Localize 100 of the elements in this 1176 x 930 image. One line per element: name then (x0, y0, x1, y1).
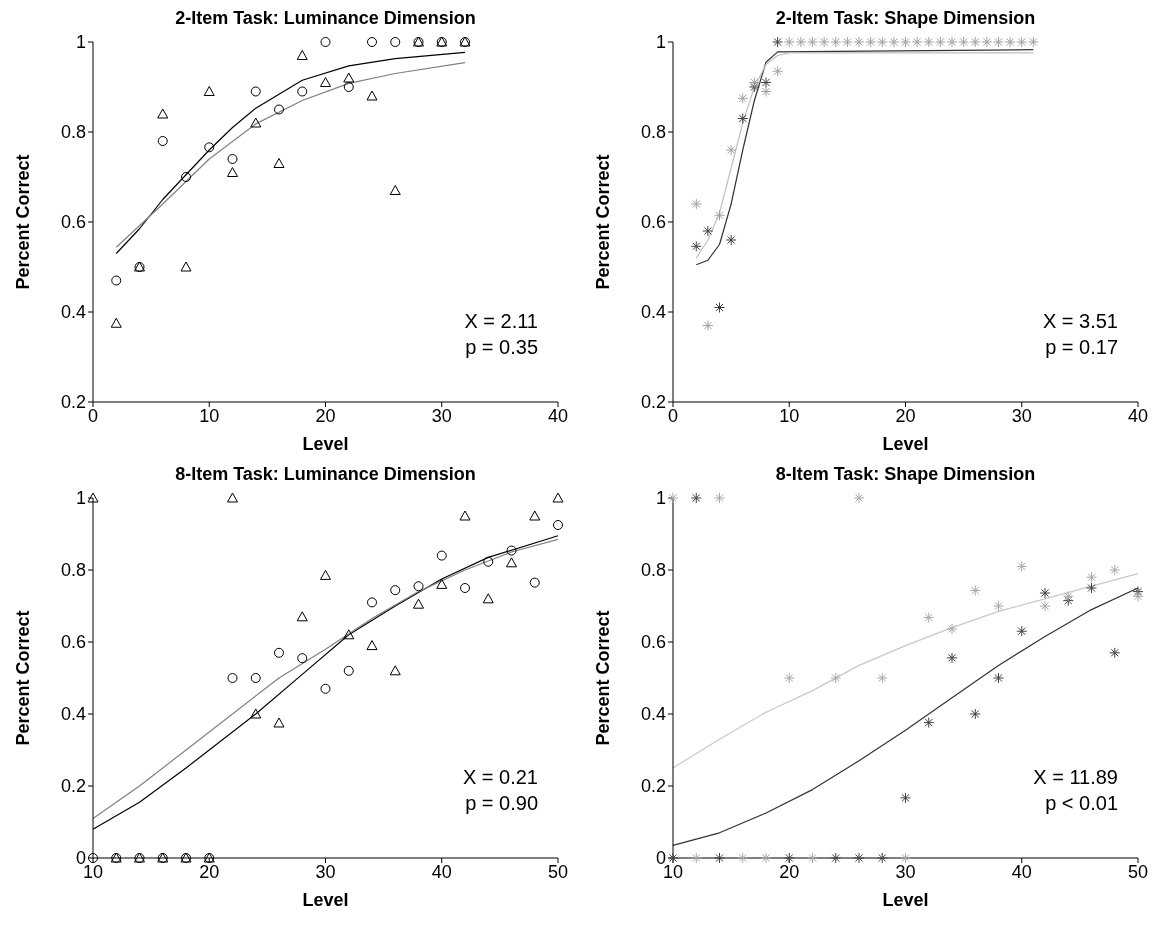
point (250, 708, 262, 719)
y-tick-label: 0.2 (640, 776, 666, 797)
point (888, 36, 900, 48)
point (296, 50, 308, 60)
point (436, 578, 448, 589)
x-tick-label: 30 (895, 861, 916, 882)
point (320, 37, 331, 47)
point (818, 36, 830, 48)
point (390, 37, 401, 47)
point (227, 154, 238, 164)
y-tick-label: 1 (75, 488, 86, 509)
point (1132, 590, 1144, 602)
x-tick-label: 30 (431, 405, 452, 426)
y-tick-label: 0.8 (640, 122, 666, 143)
point (181, 172, 191, 182)
y-tick-label: 0.6 (640, 212, 666, 233)
point (482, 593, 494, 604)
point (969, 585, 981, 597)
point (853, 492, 865, 504)
point (667, 852, 679, 864)
point (981, 36, 993, 48)
point (923, 36, 935, 48)
chart-title: 8-Item Task: Luminance Dimension (174, 464, 477, 486)
point (807, 852, 818, 864)
annotation: p < 0.01 (1044, 791, 1118, 816)
point (1027, 36, 1039, 48)
point (203, 86, 215, 96)
point (1016, 560, 1028, 572)
point (725, 144, 737, 156)
point (969, 36, 981, 48)
point (830, 672, 842, 684)
point (737, 852, 749, 864)
point (725, 234, 737, 246)
point (714, 852, 725, 864)
y-tick-label: 0.6 (640, 632, 666, 653)
point (460, 583, 470, 593)
point (389, 665, 401, 676)
point (389, 185, 401, 195)
point (157, 108, 169, 119)
point (830, 852, 842, 864)
point (506, 545, 517, 556)
y-tick-label: 0.2 (60, 776, 86, 797)
point (343, 629, 355, 640)
point (274, 647, 284, 658)
point (529, 577, 540, 588)
point (110, 317, 122, 328)
point (830, 36, 842, 48)
annotation: X = 11.89 (1033, 765, 1118, 790)
point (923, 717, 935, 729)
x-axis-title: Level (302, 434, 349, 454)
point (367, 597, 377, 608)
y-tick-label: 1 (655, 32, 666, 53)
point (714, 302, 725, 313)
point (783, 672, 795, 684)
y-axis-title: Percent Correct (593, 154, 614, 290)
point (1086, 571, 1097, 583)
point (760, 86, 772, 97)
point (1016, 36, 1028, 48)
point (876, 852, 888, 864)
point (958, 36, 970, 48)
x-tick-label: 40 (547, 405, 569, 426)
point (923, 612, 935, 624)
x-axis-title: Level (302, 890, 349, 910)
point (366, 90, 378, 101)
point (157, 136, 168, 146)
y-tick-label: 1 (655, 488, 666, 509)
point (274, 104, 284, 115)
point (772, 36, 784, 48)
annotation: p = 0.90 (464, 791, 538, 816)
point (111, 275, 122, 286)
point (483, 556, 494, 567)
line-series (672, 587, 1139, 846)
point (273, 717, 285, 728)
point (900, 792, 911, 804)
point (795, 36, 807, 48)
point (553, 520, 563, 530)
x-axis-title: Level (882, 890, 929, 910)
point (690, 492, 702, 504)
point (783, 852, 795, 864)
point (343, 665, 354, 676)
point (783, 36, 795, 48)
x-tick-label: 40 (1011, 861, 1032, 882)
y-tick-label: 0.4 (60, 704, 86, 725)
point (737, 92, 749, 104)
x-tick-label: 50 (547, 861, 569, 882)
point (737, 113, 749, 124)
x-tick-label: 40 (1127, 405, 1149, 426)
point (459, 510, 471, 521)
point (1062, 595, 1074, 607)
point (1062, 590, 1074, 602)
point (180, 261, 192, 272)
point (273, 158, 285, 168)
y-tick-label: 0.8 (640, 560, 666, 581)
point (320, 569, 331, 580)
point (714, 492, 725, 504)
point (552, 492, 564, 503)
point (250, 673, 261, 683)
point (413, 581, 424, 592)
x-tick-label: 20 (315, 405, 336, 426)
x-tick-label: 10 (779, 405, 800, 426)
